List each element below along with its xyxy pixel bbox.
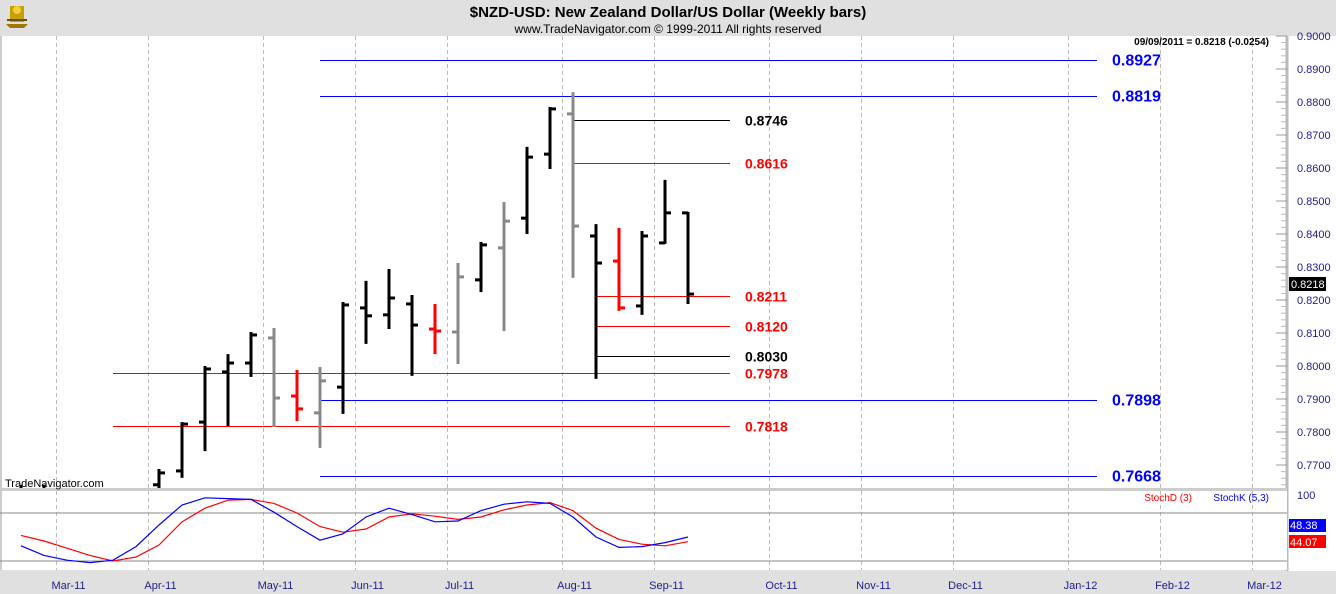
x-tick-label: Mar-12	[1247, 580, 1282, 592]
ohlc-bar	[682, 211, 694, 304]
x-tick-label: Jul-11	[445, 580, 474, 592]
y-axis: 0.7700 0.7800 0.7900 0.8000 0.8100 0.8200 0.83…	[1276, 31, 1331, 486]
ohlc-bar	[337, 301, 349, 414]
level-label: 0.8927	[1112, 53, 1161, 70]
ohlc-bar	[245, 332, 257, 377]
level-label: 0.8746	[745, 113, 788, 129]
stochastic-lines	[0, 497, 1287, 564]
stoch-series-line	[20, 497, 689, 564]
stochk-last-marker: 48.38	[1289, 519, 1326, 532]
ohlc-bar	[383, 268, 395, 330]
x-tick-label: May-11	[258, 580, 294, 592]
level-label: 0.8819	[1112, 89, 1161, 106]
price-levels: 0.8927 0.8819 0.8746 0.8616 0.8211 0.8120 0.80…	[113, 53, 1161, 486]
level-label: 0.7818	[745, 419, 788, 435]
x-tick-label: Dec-11	[948, 580, 983, 592]
price-axis	[1287, 36, 1336, 571]
stochd-last-marker: 44.07	[1289, 535, 1326, 549]
ohlc-bar	[429, 303, 441, 355]
ohlc-bar	[268, 328, 280, 428]
y-tick-label: 0.9000	[1297, 31, 1331, 43]
level-label: 0.7978	[745, 366, 788, 382]
y-tick-label: 0.8900	[1297, 64, 1331, 76]
y-tick-label: 0.8300	[1297, 262, 1331, 274]
chart-title: $NZD-USD: New Zealand Dollar/US Dollar (…	[470, 4, 866, 21]
y-tick-label: 0.7700	[1297, 460, 1331, 472]
x-tick-label: Feb-12	[1155, 580, 1190, 592]
ohlc-bar	[590, 224, 602, 379]
ohlc-bar	[153, 468, 165, 488]
stochk-last-label: 48.38	[1290, 520, 1318, 532]
y-tick-label: 0.7900	[1297, 394, 1331, 406]
y-tick-label: 0.8800	[1297, 97, 1331, 109]
last-price-label: 0.8218	[1291, 279, 1325, 291]
ohlc-bar	[521, 146, 533, 234]
level-label: 0.7898	[1112, 393, 1161, 410]
ohlc-bar	[544, 106, 556, 169]
ohlc-bar	[636, 231, 648, 315]
stochd-last-label: 44.07	[1290, 537, 1318, 549]
x-tick-label: Apr-11	[144, 580, 176, 592]
stoch-series-line	[20, 498, 689, 562]
x-tick-label: Nov-11	[856, 580, 891, 592]
last-price-marker: 0.8218	[1289, 277, 1326, 291]
x-axis: Mar-11 Apr-11 May-11 Jun-11 Jul-11 Aug-11 Sep-…	[51, 580, 1281, 592]
ohlc-bar	[659, 179, 671, 245]
y-tick-label: 0.8700	[1297, 130, 1331, 142]
level-label: 0.8120	[745, 319, 788, 335]
y-tick-label: 0.8400	[1297, 229, 1331, 241]
y-tick-label: 0.7800	[1297, 427, 1331, 439]
level-label: 0.8211	[745, 289, 787, 305]
chart-subtitle: www.TradeNavigator.com © 1999-2011 All r…	[514, 22, 822, 36]
x-tick-label: Mar-11	[51, 580, 85, 592]
ohlc-bar	[567, 92, 579, 278]
x-tick-label: Jan-12	[1064, 580, 1098, 592]
x-tick-label: Aug-11	[557, 580, 592, 592]
ohlc-bar	[452, 263, 464, 365]
ohlc-bar	[199, 366, 211, 452]
watermark: TradeNavigator.com	[5, 478, 104, 490]
ohlc-bar	[475, 241, 487, 293]
stoch-tick-100: 100	[1297, 490, 1315, 502]
y-tick-label: 0.8200	[1297, 295, 1331, 307]
legend-stochk: StochK (5,3)	[1213, 493, 1269, 504]
ohlc-bars	[19, 92, 694, 488]
ohlc-bar	[176, 422, 188, 478]
level-label: 0.7668	[1112, 469, 1161, 486]
tradenavigator-logo	[6, 6, 28, 28]
ohlc-bar	[613, 228, 625, 311]
x-tick-label: Sep-11	[649, 580, 684, 592]
y-tick-label: 0.8100	[1297, 328, 1331, 340]
ohlc-bar	[314, 366, 326, 448]
price-readout: 09/09/2011 = 0.8218 (-0.0254)	[1134, 37, 1269, 48]
x-tick-label: Jun-11	[351, 580, 384, 592]
y-tick-label: 0.8000	[1297, 361, 1331, 373]
ohlc-bar	[291, 369, 303, 422]
level-label: 0.8030	[745, 349, 788, 365]
ohlc-bar	[360, 280, 372, 344]
ohlc-bar	[406, 295, 418, 376]
stochastic-panel	[0, 491, 1287, 570]
x-tick-label: Oct-11	[765, 580, 797, 592]
y-tick-label: 0.8500	[1297, 196, 1331, 208]
legend-stochd: StochD (3)	[1144, 493, 1192, 504]
ohlc-bar	[498, 201, 510, 332]
month-gridlines	[56, 36, 1253, 570]
level-label: 0.8616	[745, 156, 788, 172]
ohlc-bar	[222, 354, 234, 427]
y-tick-label: 0.8600	[1297, 163, 1331, 175]
